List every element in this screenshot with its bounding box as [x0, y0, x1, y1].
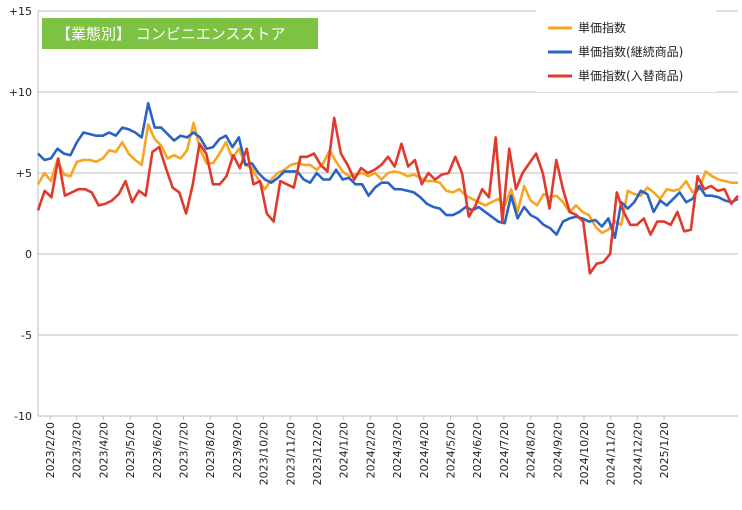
x-tick-label: 2024/3/20	[391, 422, 404, 478]
y-tick-label: -5	[21, 329, 32, 342]
legend-label: 単価指数(継続商品)	[578, 44, 683, 59]
x-tick-label: 2024/8/20	[525, 422, 538, 478]
chart-title-box: 【業態別】 コンビニエンスストア	[42, 18, 318, 49]
x-tick-label: 2023/6/20	[151, 422, 164, 478]
x-axis: 2023/2/20 2023/3/20 2023/4/20 2023/5/20 2023…	[44, 416, 671, 485]
x-tick-label: 2024/7/20	[498, 422, 511, 478]
y-tick-label: -10	[14, 410, 32, 423]
y-tick-label: 0	[25, 248, 32, 261]
legend-label: 単価指数(入替商品)	[578, 68, 683, 83]
x-tick-label: 2023/10/20	[258, 422, 271, 485]
x-tick-label: 2023/3/20	[71, 422, 84, 478]
x-tick-label: 2024/6/20	[471, 422, 484, 478]
y-tick-label: +15	[9, 5, 32, 18]
y-axis: +15 +10 +5 0 -5 -10	[9, 5, 32, 423]
x-tick-label: 2024/5/20	[445, 422, 458, 478]
x-tick-label: 2024/12/20	[631, 422, 644, 485]
series-line-3	[36, 116, 740, 275]
x-tick-label: 2024/1/20	[338, 422, 351, 478]
x-tick-label: 2023/8/20	[204, 422, 217, 478]
title-background	[42, 18, 318, 49]
x-tick-label: 2024/4/20	[418, 422, 431, 478]
y-tick-label: +5	[16, 167, 32, 180]
x-tick-label: 2023/5/20	[124, 422, 137, 478]
x-tick-label: 2023/11/20	[284, 422, 297, 485]
chart-title: 【業態別】 コンビニエンスストア	[56, 25, 285, 43]
series-line-2	[37, 102, 739, 240]
x-tick-label: 2023/4/20	[97, 422, 110, 478]
x-tick-label: 2023/12/20	[311, 422, 324, 485]
legend-label: 単価指数	[578, 20, 626, 35]
x-tick-label: 2023/9/20	[231, 422, 244, 478]
x-tick-label: 2024/10/20	[578, 422, 591, 485]
x-tick-label: 2024/2/20	[364, 422, 377, 478]
y-tick-label: +10	[9, 86, 32, 99]
x-tick-label: 2023/7/20	[178, 422, 191, 478]
x-tick-label: 2023/2/20	[44, 422, 57, 478]
x-tick-label: 2024/11/20	[605, 422, 618, 485]
x-tick-label: 2025/1/20	[658, 422, 671, 478]
legend-background	[536, 8, 716, 92]
x-tick-label: 2024/9/20	[551, 422, 564, 478]
series-lines	[36, 102, 740, 275]
series-line-1	[36, 121, 738, 235]
